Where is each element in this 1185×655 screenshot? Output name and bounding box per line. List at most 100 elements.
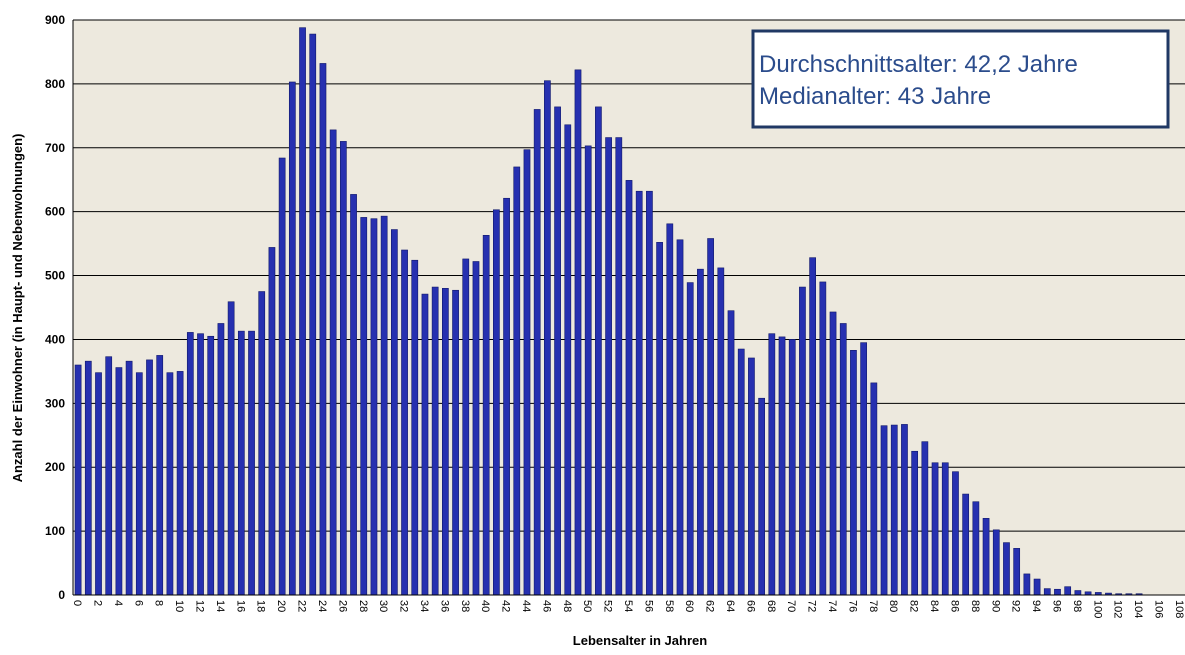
bar xyxy=(758,397,765,596)
annotation: Durchschnittsalter: 42,2 Jahre xyxy=(759,51,1078,78)
x-tick-label: 90 xyxy=(989,600,1001,612)
bar xyxy=(778,336,786,596)
bar xyxy=(952,471,959,596)
bar xyxy=(880,425,888,596)
bar xyxy=(513,166,521,596)
bar xyxy=(248,330,255,596)
y-tick-label: 300 xyxy=(45,396,65,410)
x-tick-label: 44 xyxy=(520,600,532,612)
x-tick-label: 100 xyxy=(1091,600,1103,618)
bar xyxy=(503,197,510,596)
bar xyxy=(656,242,663,596)
bar xyxy=(544,80,551,596)
x-tick-label: 56 xyxy=(642,600,654,612)
bar xyxy=(829,311,837,596)
bar xyxy=(941,462,949,596)
bar xyxy=(1023,573,1031,596)
bar xyxy=(227,301,235,596)
y-tick-label: 400 xyxy=(45,332,65,346)
x-tick-label: 16 xyxy=(234,600,246,612)
x-tick-label: 84 xyxy=(928,600,940,612)
bar xyxy=(125,360,133,596)
bar xyxy=(339,141,347,596)
bar xyxy=(258,291,266,596)
bar xyxy=(309,33,317,596)
bar xyxy=(166,372,174,596)
bar xyxy=(564,124,572,596)
bar xyxy=(268,247,276,596)
bar xyxy=(533,109,541,596)
bar xyxy=(911,450,919,596)
bar xyxy=(666,223,674,596)
bar xyxy=(574,69,582,596)
y-tick-label: 900 xyxy=(45,13,65,27)
x-tick-label: 42 xyxy=(500,600,512,612)
bar xyxy=(146,359,153,596)
bar xyxy=(676,239,684,596)
bar xyxy=(809,257,816,596)
bar xyxy=(237,330,245,596)
x-tick-label: 78 xyxy=(867,600,879,612)
x-tick-label: 46 xyxy=(540,600,552,612)
x-tick-label: 68 xyxy=(765,600,777,612)
annotation: Medianalter: 43 Jahre xyxy=(759,83,991,110)
bar xyxy=(615,137,623,596)
bar xyxy=(105,356,113,596)
bar xyxy=(982,518,990,596)
x-tick-label: 52 xyxy=(602,600,614,612)
bar xyxy=(288,81,296,596)
bar xyxy=(748,357,755,596)
bar xyxy=(319,63,327,596)
x-axis-title: Lebensalter in Jahren xyxy=(573,633,707,648)
bar xyxy=(1013,548,1021,596)
x-tick-label: 70 xyxy=(785,600,797,612)
x-tick-label: 30 xyxy=(377,600,389,612)
x-tick-label: 10 xyxy=(173,600,185,612)
bar xyxy=(921,441,929,596)
x-tick-label: 2 xyxy=(92,600,104,606)
x-tick-label: 36 xyxy=(438,600,450,612)
bar xyxy=(931,462,939,596)
bar xyxy=(605,137,612,596)
bar xyxy=(788,339,796,596)
bar xyxy=(697,268,704,596)
x-tick-label: 62 xyxy=(704,600,716,612)
bar xyxy=(401,249,408,596)
bar xyxy=(197,333,204,596)
x-tick-label: 82 xyxy=(908,600,920,612)
x-tick-label: 12 xyxy=(194,600,206,612)
bar xyxy=(839,323,847,596)
bar xyxy=(462,258,470,596)
bar xyxy=(635,190,643,596)
bar xyxy=(421,293,429,596)
y-tick-label: 200 xyxy=(45,460,65,474)
x-tick-label: 8 xyxy=(153,600,165,606)
x-tick-label: 54 xyxy=(622,600,634,612)
x-tick-label: 76 xyxy=(846,600,858,612)
x-tick-label: 60 xyxy=(683,600,695,612)
x-tick-label: 108 xyxy=(1173,600,1185,618)
bar xyxy=(819,281,827,596)
bar xyxy=(870,382,878,596)
x-tick-label: 14 xyxy=(214,600,226,612)
bar xyxy=(799,286,806,596)
x-tick-label: 74 xyxy=(826,600,838,612)
x-tick-label: 86 xyxy=(948,600,960,612)
x-tick-label: 88 xyxy=(969,600,981,612)
bar xyxy=(370,218,378,596)
y-tick-label: 0 xyxy=(58,588,65,602)
bar xyxy=(1074,590,1082,596)
x-tick-label: 58 xyxy=(663,600,675,612)
x-tick-label: 72 xyxy=(806,600,818,612)
x-tick-label: 98 xyxy=(1071,600,1083,612)
bar xyxy=(595,106,602,596)
bar xyxy=(686,282,694,596)
bar xyxy=(482,235,490,596)
x-tick-label: 38 xyxy=(459,600,471,612)
x-tick-label: 80 xyxy=(887,600,899,612)
bar xyxy=(115,367,123,596)
bar xyxy=(1003,542,1010,596)
bar xyxy=(176,371,184,596)
x-tick-label: 28 xyxy=(357,600,369,612)
